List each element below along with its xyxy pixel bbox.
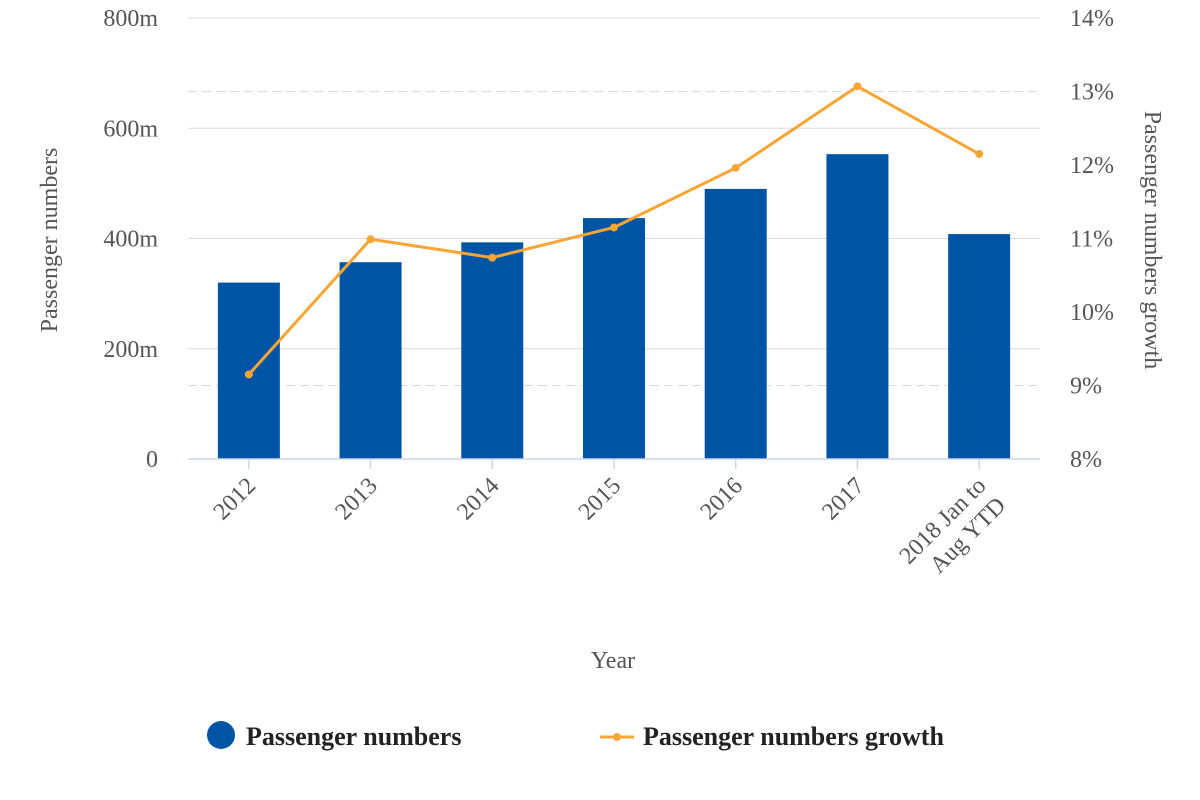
x-axis <box>188 458 1040 469</box>
x-tick-label-line: 2013 <box>330 473 382 525</box>
y-tick-label: 600m <box>103 116 158 142</box>
bar <box>826 154 889 459</box>
y-axis-label: Passenger numbers <box>37 148 63 333</box>
y2-tick-label: 12% <box>1070 153 1114 179</box>
x-tick-label: 2014 <box>452 473 504 525</box>
bar <box>339 262 402 459</box>
growth-point <box>244 370 253 379</box>
y2-tick-label: 13% <box>1070 80 1114 106</box>
y2-tick-label: 10% <box>1070 300 1114 326</box>
y2-tick-label: 8% <box>1070 447 1102 473</box>
legend-marker-bar <box>207 721 235 749</box>
x-tick-label: 2017 <box>817 473 869 525</box>
growth-point <box>853 82 862 91</box>
y2-tick-label: 9% <box>1070 374 1102 400</box>
x-tick-label-line: 2012 <box>209 473 261 525</box>
x-tick-label-line: 2016 <box>696 473 748 525</box>
bar <box>461 242 524 459</box>
legend-label-passenger-numbers-growth: Passenger numbers growth <box>643 722 944 751</box>
legend-item-passenger-numbers-growth[interactable]: Passenger numbers growth <box>600 722 944 751</box>
y2-axis-label: Passenger numbers growth <box>1139 111 1165 370</box>
y-tick-label: 800m <box>103 6 158 32</box>
y2-tick-label: 14% <box>1070 6 1114 32</box>
y-tick-label: 0 <box>146 447 158 473</box>
growth-point <box>731 163 740 172</box>
legend-marker-dot <box>613 733 621 741</box>
y-tick-label: 200m <box>103 337 158 363</box>
x-tick-label: 2016 <box>696 473 748 525</box>
x-tick-label-line: 2015 <box>574 473 626 525</box>
bar <box>583 218 645 459</box>
x-tick-label-line: 2017 <box>817 473 869 525</box>
bar-series <box>217 154 1011 459</box>
x-tick-label: 2012 <box>209 473 261 525</box>
x-axis-tick-labels: 2012 2013 2014 2015 2016 2017 2018 Jan toAug Y… <box>209 473 1011 589</box>
growth-point <box>366 235 375 244</box>
x-tick-label-line: 2014 <box>452 473 504 525</box>
y-tick-label: 400m <box>103 227 158 253</box>
y-axis-right-ticks: 8% 9% 10% 11% 12% 13% 14% <box>1070 6 1114 473</box>
legend: Passenger numbers Passenger numbers grow… <box>207 721 944 751</box>
growth-point <box>488 253 497 262</box>
x-tick-label: 2018 Jan toAug YTD <box>895 473 1011 589</box>
growth-point <box>975 149 984 158</box>
y2-tick-label: 11% <box>1070 227 1113 253</box>
x-tick-label: 2013 <box>330 473 382 525</box>
legend-label-passenger-numbers: Passenger numbers <box>246 722 461 751</box>
growth-point <box>610 223 618 232</box>
y-axis-left-ticks: 0 200m 400m 600m 800m <box>103 6 158 473</box>
bar <box>948 234 1011 459</box>
legend-item-passenger-numbers[interactable]: Passenger numbers <box>207 721 461 751</box>
x-axis-label: Year <box>591 648 635 674</box>
bar <box>704 188 767 459</box>
x-tick-label: 2015 <box>574 473 626 525</box>
line-series <box>244 82 984 379</box>
